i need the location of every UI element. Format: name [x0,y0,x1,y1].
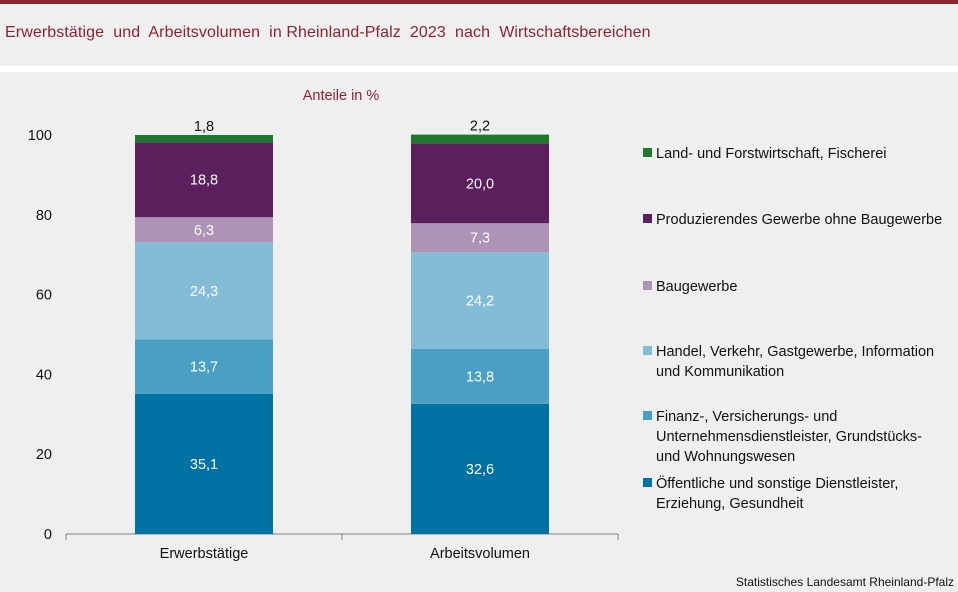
legend-item: Handel, Verkehr, Gastgewerbe, Informatio… [643,342,946,382]
bar-segment [135,142,273,218]
data-label: 6,3 [194,223,214,239]
bar-segment [411,252,549,349]
y-tick-label: 40 [36,367,52,383]
legend-item: Produzierendes Gewerbe ohne Baugewerbe [643,210,946,230]
legend-swatch [643,148,652,157]
y-tick-label: 80 [36,208,52,224]
data-label: 24,2 [466,294,494,310]
data-label: 2,2 [470,119,490,135]
legend-item: Land- und Forstwirtschaft, Fischerei [643,144,946,164]
legend-label: Produzierendes Gewerbe ohne Baugewerbe [656,212,943,228]
bar-segment [135,217,273,243]
legend-item: Baugewerbe [643,277,946,297]
legend-swatch [643,346,652,355]
legend-label: Baugewerbe [656,279,738,295]
header-divider [0,66,958,72]
bar-segment [411,143,549,224]
x-category-label: Erwerbstätige [160,546,249,562]
bar-segment [411,348,549,404]
data-label: 1,8 [194,119,214,135]
data-label: 13,8 [466,369,494,385]
data-label: 18,8 [190,173,218,189]
y-tick-label: 20 [36,447,52,463]
bar-segment [411,403,549,534]
y-tick-label: 100 [28,128,52,144]
bar-segment [411,134,549,144]
data-label: 24,3 [190,284,218,300]
y-tick-label: 60 [36,288,52,304]
data-label: 20,0 [466,176,494,192]
chart-subtitle: Anteile in % [303,88,380,104]
legend-item: Finanz-, Versicherungs- und Unternehmens… [643,407,946,467]
x-category-label: Arbeitsvolumen [430,546,530,562]
legend-swatch [643,411,652,420]
source-note: Statistisches Landesamt Rheinland-Pfalz [735,575,954,589]
data-label: 32,6 [466,462,494,478]
bar-segment [411,223,549,253]
legend-label: Finanz-, Versicherungs- und Unternehmens… [656,409,922,465]
data-label: 13,7 [190,360,218,376]
legend-swatch [643,281,652,290]
y-tick-label: 0 [44,527,52,543]
bar-segment [135,135,273,143]
legend-label: Land- und Forstwirtschaft, Fischerei [656,146,887,162]
chart-title: Erwerbstätige und Arbeitsvolumen in Rhei… [5,24,651,41]
top-rule [0,0,958,4]
bar-segment [135,242,273,340]
data-label: 7,3 [470,231,490,247]
legend-swatch [643,478,652,487]
bar-segment [135,339,273,394]
legend-label: Handel, Verkehr, Gastgewerbe, Informatio… [656,344,935,380]
legend-swatch [643,214,652,223]
legend-label: Öffentliche und sonstige Dienstleister, … [656,476,899,512]
bar-segment [135,393,273,534]
data-label: 35,1 [190,457,218,473]
legend-item: Öffentliche und sonstige Dienstleister, … [643,474,946,514]
